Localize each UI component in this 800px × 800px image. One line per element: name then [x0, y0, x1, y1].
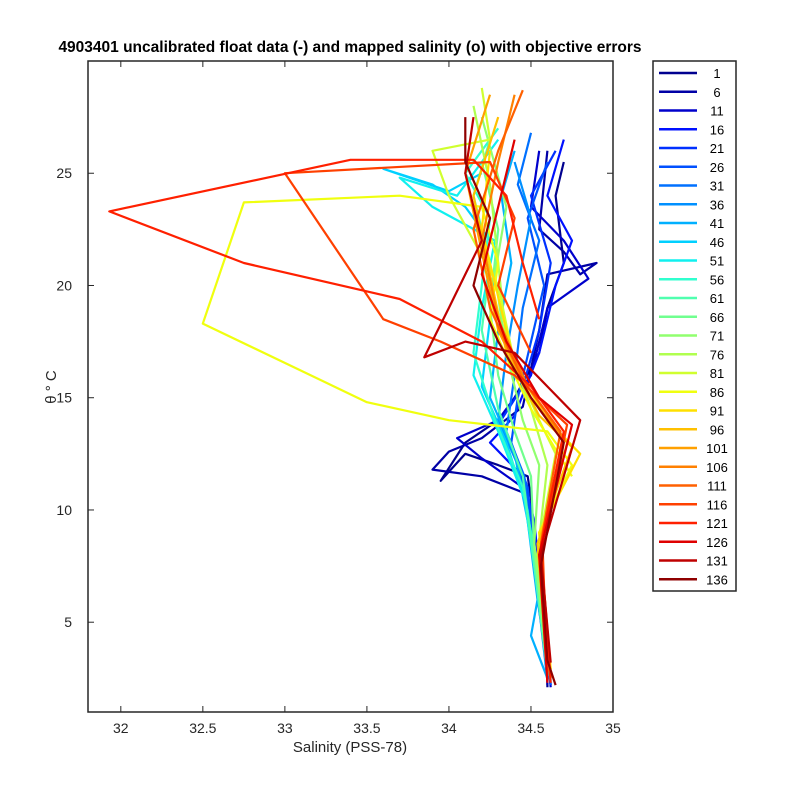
- profile-line-136: [464, 117, 565, 686]
- legend-label: 56: [710, 272, 724, 287]
- profile-line-121: [108, 158, 565, 683]
- y-axis-label: θ ° C: [43, 370, 60, 404]
- legend-label: 126: [706, 535, 728, 550]
- profile-lines: [108, 87, 598, 688]
- legend-label: 26: [710, 160, 724, 175]
- y-tick-label: 25: [56, 165, 72, 181]
- legend-label: 86: [710, 385, 724, 400]
- profile-line-81: [431, 87, 557, 672]
- legend-label: 16: [710, 122, 724, 137]
- x-tick-label: 33: [277, 720, 293, 736]
- legend-box: [652, 60, 737, 592]
- legend-label: 91: [710, 404, 724, 419]
- legend-label: 106: [706, 460, 728, 475]
- profile-line-71: [480, 116, 549, 672]
- y-tick-label: 20: [56, 277, 72, 293]
- legend-label: 41: [710, 216, 724, 231]
- legend-label: 61: [710, 291, 724, 306]
- chart-title: 4903401 uncalibrated float data (-) and …: [58, 39, 641, 56]
- legend-label: 131: [706, 554, 728, 569]
- legend-label: 96: [710, 422, 724, 437]
- x-tick-label: 35: [605, 720, 621, 736]
- x-tick-label: 33.5: [353, 720, 380, 736]
- x-tick-label: 32.5: [189, 720, 216, 736]
- legend-label: 31: [710, 179, 724, 194]
- legend-label: 66: [710, 310, 724, 325]
- legend-label: 76: [710, 347, 724, 362]
- legend-label: 111: [707, 479, 727, 494]
- profile-line-126: [480, 139, 574, 683]
- profile-line-131: [423, 116, 582, 663]
- legend-label: 121: [706, 516, 728, 531]
- x-tick-label: 34.5: [517, 720, 544, 736]
- axes-box: [87, 60, 614, 713]
- y-axis-ticks: 5 10 15 20 25: [56, 165, 613, 630]
- y-tick-label: 15: [56, 390, 72, 406]
- legend-label: 136: [706, 572, 728, 587]
- legend-label: 51: [710, 254, 724, 269]
- x-tick-label: 34: [441, 720, 457, 736]
- y-tick-label: 5: [64, 614, 72, 630]
- x-axis-ticks: 32 32.5 33 33.5 34 34.5 35: [113, 61, 621, 736]
- legend-label: 1: [713, 66, 720, 81]
- legend-label: 6: [713, 85, 720, 100]
- x-axis-label: Salinity (PSS-78): [293, 739, 407, 756]
- y-tick-label: 10: [56, 502, 72, 518]
- legend-label: 21: [710, 141, 724, 156]
- x-tick-label: 32: [113, 720, 129, 736]
- legend-label: 101: [706, 441, 728, 456]
- legend: 1611162126313641465156616671768186919610…: [659, 66, 728, 587]
- legend-label: 46: [710, 235, 724, 250]
- legend-label: 116: [707, 497, 728, 512]
- legend-label: 81: [710, 366, 724, 381]
- legend-label: 36: [710, 197, 724, 212]
- legend-label: 11: [710, 104, 724, 119]
- legend-label: 71: [710, 329, 724, 344]
